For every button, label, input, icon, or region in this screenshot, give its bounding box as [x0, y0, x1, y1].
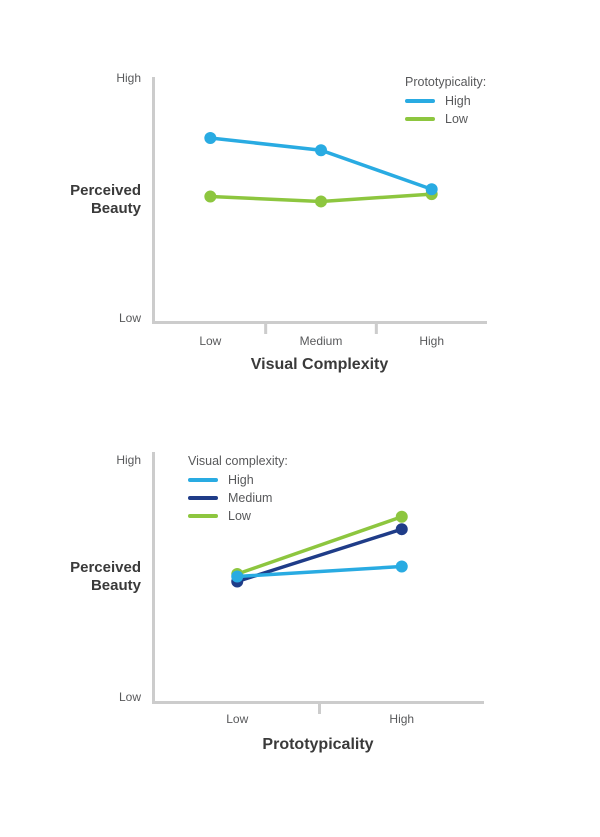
legend-swatch-medium-icon [188, 496, 218, 500]
x-tick-label-high: High [389, 712, 415, 726]
legend-item-high: High [188, 473, 288, 487]
series-line-medium [235, 527, 404, 584]
legend-item-medium: Medium [188, 491, 288, 505]
legend-swatch-low-icon [188, 514, 218, 518]
chart1-series-canvas [204, 132, 438, 334]
legend-swatch-low-icon [405, 117, 435, 121]
data-point-high-low [231, 570, 244, 583]
chart2-legend-items: High Medium Low [188, 473, 288, 523]
chart1-x-axis-title: Visual Complexity [250, 356, 389, 373]
data-point-high-medium [315, 144, 327, 157]
chart2-y-tick-low: Low [118, 690, 141, 704]
chart1-y-axis-title: Perceived Beauty [70, 182, 141, 217]
legend-item-high: High [405, 94, 486, 108]
x-tick-label-low: Low [226, 712, 249, 726]
chart1-legend-title: Prototypicality: [405, 75, 487, 89]
chart2-x-axis-title: Prototypicality [262, 736, 374, 753]
x-tick-label-medium: Medium [299, 334, 343, 348]
legend-item-low: Low [188, 509, 288, 523]
chart2-y-tick-high: High [116, 453, 141, 467]
legend-label: Low [228, 509, 251, 523]
data-point-medium-high [395, 523, 408, 536]
data-point-low-low [204, 190, 217, 203]
chart2-y-axis-title: Perceived Beauty [70, 559, 141, 594]
chart1-plot-area [152, 77, 487, 334]
legend-item-low: Low [405, 112, 486, 126]
chart2-legend: Visual complexity: High Medium Low [188, 454, 288, 528]
legend-label: Low [445, 112, 468, 126]
legend-label: Medium [228, 491, 273, 505]
data-point-high-low [204, 132, 217, 144]
legend-swatch-high-icon [405, 99, 435, 103]
data-point-high-high [425, 183, 438, 196]
chart1-y-tick-high: High [116, 71, 141, 85]
data-point-low-high [395, 510, 408, 523]
chart2-plot-area [152, 452, 484, 714]
chart1-legend: Prototypicality: High Low [405, 75, 486, 131]
series-line-high [235, 564, 404, 579]
x-tick-label-low: Low [199, 334, 222, 348]
legend-label: High [228, 473, 254, 487]
chart2-legend-title: Visual complexity: [188, 454, 288, 468]
series-line-low [235, 514, 404, 576]
legend-label: High [445, 94, 471, 108]
x-tick-label-high: High [419, 334, 444, 348]
chart2-series-canvas [231, 510, 408, 714]
data-point-high-high [395, 560, 408, 573]
chart1-y-tick-low: Low [118, 311, 141, 325]
data-point-low-medium [315, 195, 327, 208]
chart1-legend-items: High Low [405, 94, 486, 126]
legend-swatch-high-icon [188, 478, 218, 482]
